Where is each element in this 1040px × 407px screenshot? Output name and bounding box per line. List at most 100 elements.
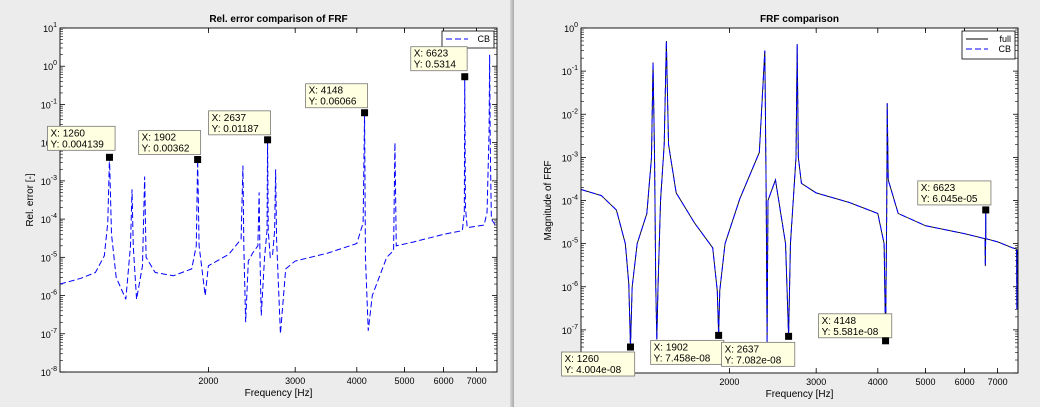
window-divider	[510, 0, 514, 407]
datatip-marker[interactable]	[264, 136, 272, 144]
datatip-marker[interactable]	[461, 73, 469, 81]
y-tick-base: 10	[562, 153, 572, 163]
y-tick-label: 10-4	[41, 213, 57, 225]
datatip-marker[interactable]	[194, 156, 202, 164]
datatip-box	[47, 125, 116, 151]
datatip-marker[interactable]	[785, 332, 793, 340]
y-tick-exponent: 1	[53, 22, 57, 29]
x-axis-label: Frequency [Hz]	[245, 388, 313, 399]
y-tick-base: 10	[41, 177, 51, 187]
y-tick-label: 10-6	[41, 290, 57, 302]
y-tick-exponent: -1	[572, 65, 578, 72]
x-tick-label: 7000	[988, 377, 1008, 387]
y-tick-exponent: -1	[51, 98, 57, 105]
y-tick-exponent: 0	[574, 22, 578, 29]
x-tick-label: 5000	[395, 376, 415, 386]
y-tick-label: 10-3	[562, 151, 578, 163]
datatip-marker[interactable]	[361, 109, 369, 117]
y-tick-label: 10-1	[41, 98, 57, 110]
datatip-x: X: 1260	[564, 354, 599, 365]
y-tick-base: 10	[562, 110, 572, 120]
legend-label: full	[999, 34, 1011, 44]
datatip-x: X: 1260	[50, 128, 85, 139]
axes-box	[580, 27, 1019, 374]
datatip-y: Y: 7.082e-08	[725, 355, 782, 366]
datatip-box	[721, 341, 796, 367]
x-tick-label: 2000	[198, 376, 218, 386]
figure-window-left: Rel. error comparison of FRF Frequency [H…	[0, 0, 510, 407]
datatip-y: Y: 0.004139	[50, 139, 104, 150]
y-tick-exponent: -5	[51, 251, 57, 258]
datatip-y: Y: 0.5314	[414, 60, 457, 71]
y-tick-exponent: -3	[51, 175, 57, 182]
y-tick-label: 10-6	[562, 281, 578, 293]
y-tick-label: 10-5	[41, 251, 57, 263]
x-tick-label: 3000	[806, 377, 826, 387]
y-tick-base: 10	[562, 326, 572, 336]
y-tick-label: 101	[43, 22, 57, 34]
y-tick-base: 10	[43, 24, 53, 34]
y-tick-exponent: -2	[572, 108, 578, 115]
y-tick-base: 10	[562, 197, 572, 207]
y-axis-label: Rel. error [-]	[25, 173, 36, 227]
datatip-box	[561, 351, 636, 377]
y-tick-base: 10	[41, 292, 51, 302]
x-tick-label: 6000	[434, 376, 454, 386]
plot-area	[60, 28, 497, 372]
y-tick-exponent: -6	[572, 281, 578, 288]
datatip-y: Y: 7.458e-08	[654, 353, 711, 364]
x-tick-label: 4000	[868, 377, 888, 387]
y-tick-label: 10-2	[562, 108, 578, 120]
legend-label: CB	[998, 44, 1011, 54]
y-tick-label: 10-7	[562, 324, 578, 336]
datatip-x: X: 6623	[414, 49, 449, 60]
datatip-marker[interactable]	[105, 153, 113, 161]
y-tick-label: 10-4	[562, 195, 578, 207]
chart-title: Rel. error comparison of FRF	[209, 14, 347, 25]
frf-comparison-chart: FRF comparison Frequency [Hz] Magnitude of…	[543, 14, 1019, 400]
y-tick-label: 10-5	[562, 238, 578, 250]
legend-label: CB	[477, 34, 490, 44]
y-tick-label: 10-3	[41, 175, 57, 187]
y-tick-base: 10	[41, 139, 51, 149]
x-tick-label: 2000	[719, 377, 739, 387]
y-axis-label: Magnitude of FRF	[543, 160, 554, 240]
y-tick-label: 100	[43, 60, 57, 72]
datatip-marker[interactable]	[715, 331, 723, 339]
x-axis-label: Frequency [Hz]	[766, 389, 834, 400]
datatip-marker[interactable]	[626, 343, 634, 351]
y-tick-exponent: -7	[51, 328, 57, 335]
chart-title: FRF comparison	[760, 14, 839, 25]
datatip-y: Y: 6.045e-05	[921, 194, 978, 205]
y-tick-base: 10	[41, 100, 51, 110]
y-tick-exponent: -3	[572, 151, 578, 158]
datatip-box	[650, 339, 725, 365]
figure-window-right: FRF comparison Frequency [Hz] Magnitude of…	[514, 0, 1040, 407]
y-tick-base: 10	[41, 253, 51, 263]
datatip-box	[208, 110, 271, 136]
y-tick-base: 10	[41, 215, 51, 225]
x-tick-label: 3000	[285, 376, 305, 386]
datatip-marker[interactable]	[882, 337, 890, 345]
axes-box	[59, 27, 498, 373]
datatip-y: Y: 0.00362	[142, 144, 190, 155]
y-tick-exponent: -4	[572, 195, 578, 202]
y-tick-label: 10-8	[41, 366, 57, 378]
datatip-marker[interactable]	[982, 206, 990, 214]
datatip-x: X: 2637	[725, 344, 760, 355]
x-tick-label: 4000	[347, 376, 367, 386]
datatip-y: Y: 0.01187	[212, 124, 260, 135]
datatip-x: X: 4148	[309, 86, 344, 97]
legend[interactable]: CB	[441, 30, 495, 49]
